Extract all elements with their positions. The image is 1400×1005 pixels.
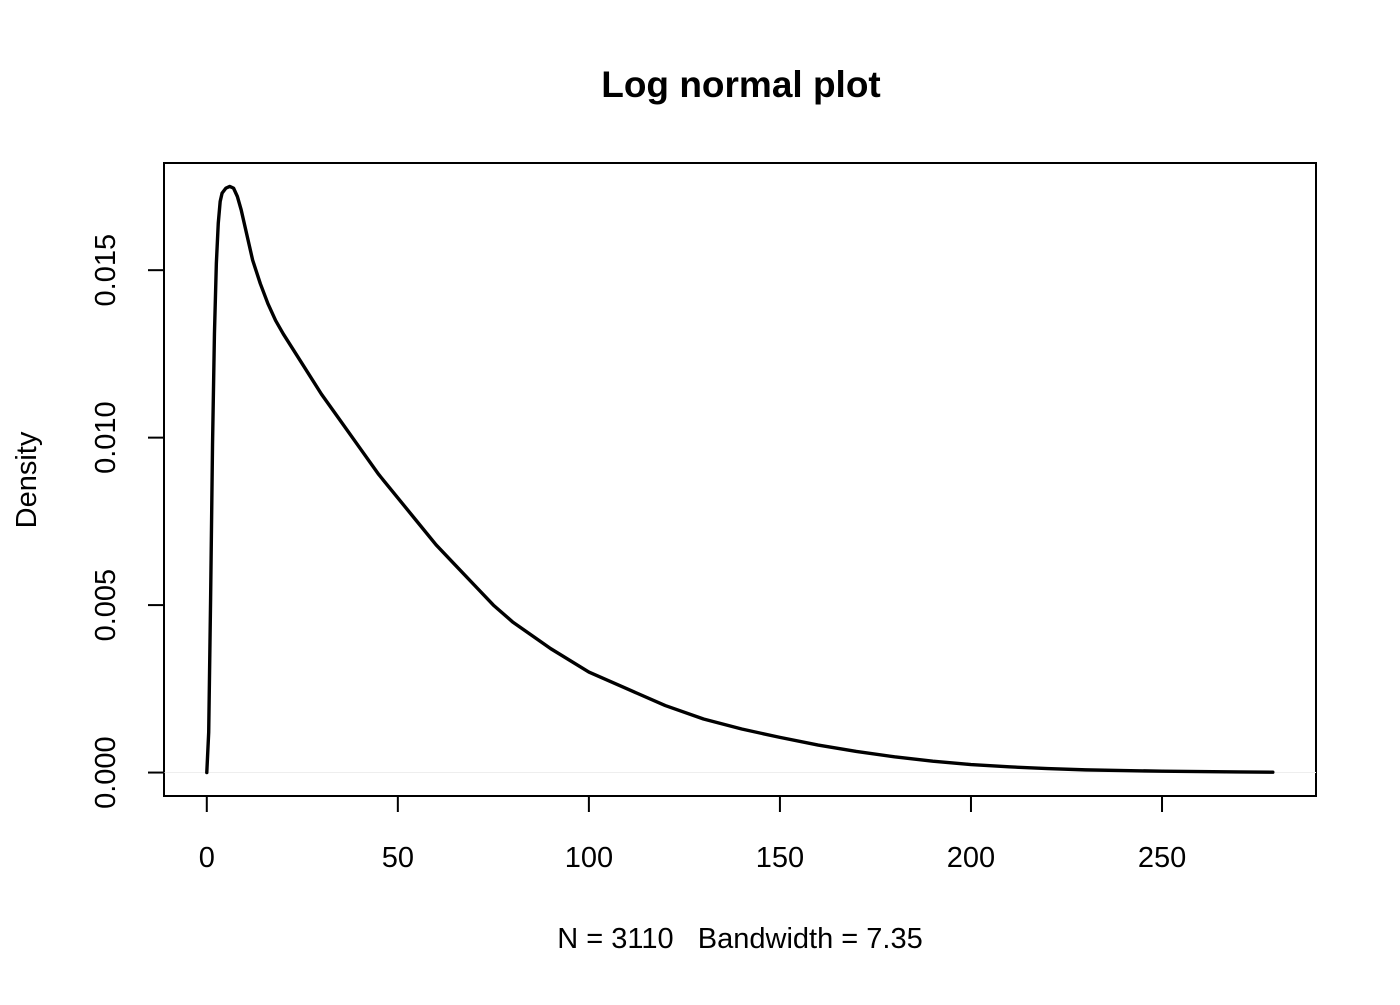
x-tick-label: 200 [947,842,995,874]
x-tick-label: 250 [1138,842,1186,874]
y-tick-label: 0.005 [90,569,122,642]
chart-title: Log normal plot [601,64,881,105]
y-tick-label: 0.000 [90,736,122,809]
x-tick-label: 100 [565,842,613,874]
x-axis: 0 50 100 150 200 250 [199,795,1186,874]
y-axis: 0.000 0.005 0.010 0.015 [90,234,165,809]
density-curve [205,184,1275,775]
x-axis-label: N = 3110 Bandwidth = 7.35 [557,923,922,955]
x-tick-label: 50 [382,842,414,874]
y-axis-label: Density [11,431,43,528]
y-tick-label: 0.010 [90,401,122,474]
x-tick-label: 0 [199,842,215,874]
x-tick-label: 150 [756,842,804,874]
y-tick-label: 0.015 [90,234,122,307]
plot-frame [163,162,1317,797]
